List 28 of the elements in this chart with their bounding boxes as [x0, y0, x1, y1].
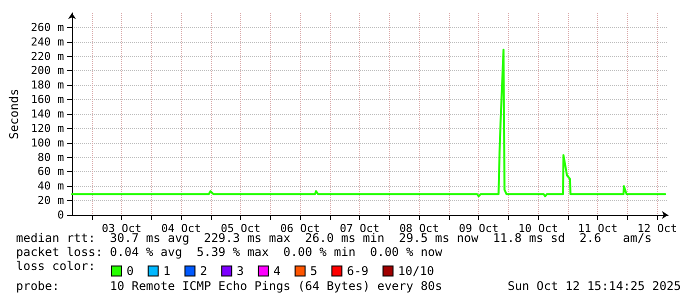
legend-label: 1	[163, 264, 170, 278]
y-tick-label: 140 m	[30, 108, 64, 120]
text: Sun Oct 12 15:14:25 2025	[508, 279, 681, 293]
legend-label: 0	[126, 264, 134, 278]
y-tick-label: 260 m	[30, 20, 64, 34]
y-tick-label: 100 m	[30, 136, 64, 150]
y-tick-label: 120 m	[30, 122, 64, 135]
y-tick-label: 80 m	[38, 150, 64, 164]
text: probe: 10 Remote ICMP Echo Pings (64 Bytes) every 80s	[16, 279, 442, 293]
y-tick-label: 60 m	[38, 165, 64, 178]
y-tick-label: 40 m	[38, 180, 64, 193]
y-tick-label: 240 m	[30, 35, 64, 48]
legend-label: 2	[200, 264, 208, 278]
y-tick-label: 220 m	[30, 50, 64, 63]
legend-label: 6-9	[346, 264, 369, 278]
y-tick-label: 0	[57, 208, 64, 222]
legend-title: loss color:	[16, 259, 96, 273]
line-series	[71, 48, 666, 198]
y-tick-label: 180 m	[30, 78, 64, 92]
legend-label: 10/10	[398, 264, 434, 278]
legend-label: 5	[310, 264, 318, 278]
y-axis-title: Seconds	[7, 88, 21, 140]
y-tick-label: 200 m	[30, 64, 64, 78]
y-tick-label: 160 m	[30, 93, 64, 106]
text: packet loss: 0.04 % avg 5.39 % max 0.00 % min 0.00 % now	[16, 245, 444, 259]
legend-label: 4	[273, 264, 281, 278]
y-tick-label: 20 m	[38, 194, 64, 208]
legend-label: 3	[236, 264, 244, 278]
